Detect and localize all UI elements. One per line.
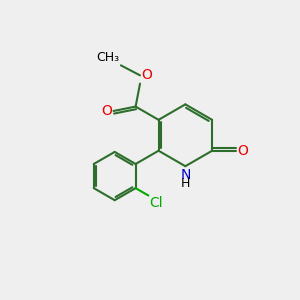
Text: O: O bbox=[101, 104, 112, 118]
Text: CH₃: CH₃ bbox=[96, 51, 119, 64]
Text: H: H bbox=[181, 177, 190, 190]
Text: O: O bbox=[142, 68, 152, 82]
Text: Cl: Cl bbox=[149, 196, 163, 210]
Text: O: O bbox=[237, 144, 248, 158]
Text: N: N bbox=[180, 168, 190, 182]
